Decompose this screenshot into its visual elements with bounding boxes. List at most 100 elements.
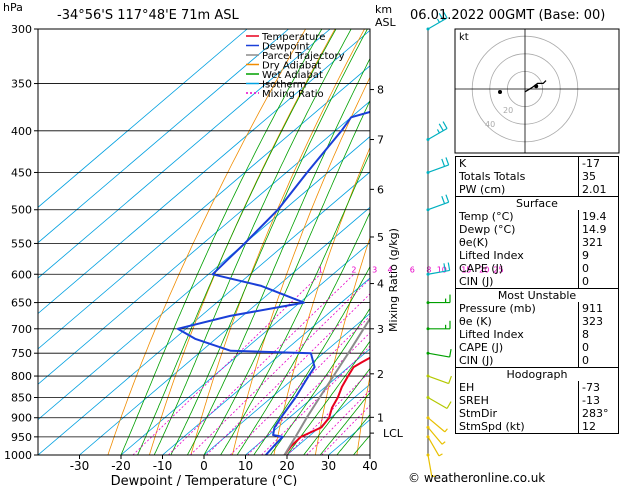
indices-label: Dewp (°C)	[455, 223, 579, 236]
wind-barb-staff	[427, 352, 450, 358]
indices-label: K	[455, 156, 579, 170]
hodograph-ring-label: 20	[503, 106, 513, 115]
wind-barb	[426, 374, 452, 385]
wind-barb-root	[426, 272, 430, 276]
indices-row: Lifted Index 9	[455, 249, 619, 262]
storm-motion-marker	[534, 84, 539, 89]
mixing-ratio-label: 10	[437, 265, 447, 274]
wind-barb-staff	[427, 436, 440, 457]
temperature-tick-label: -10	[153, 459, 173, 473]
isotherm-line	[203, 312, 370, 455]
indices-label: StmDir	[455, 407, 579, 420]
wind-barb-flag	[449, 349, 452, 358]
indices-section-title: Hodograph	[455, 367, 619, 381]
wind-barb-flag	[447, 262, 451, 271]
indices-value: 9	[578, 249, 619, 262]
wind-barb	[426, 416, 448, 433]
indices-section-header: Hodograph	[455, 367, 619, 381]
legend-label: Mixing Ratio	[262, 89, 324, 100]
indices-value: 0	[578, 354, 619, 368]
wind-barb	[426, 10, 448, 31]
indices-value: 35	[578, 170, 619, 183]
wind-barb	[426, 194, 450, 212]
pressure-tick-label: 900	[11, 412, 32, 425]
wind-barb-flag	[436, 18, 440, 23]
indices-label: PW (cm)	[455, 183, 579, 197]
temperature-tick-label: 40	[362, 459, 377, 473]
wind-barb-flag	[436, 129, 440, 134]
datetime-title: 06.01.2022 00GMT (Base: 00)	[410, 8, 606, 23]
km-tick-label: 8	[377, 84, 384, 97]
asl-unit-label: ASL	[375, 16, 396, 29]
mixing-ratio-label: 3	[372, 265, 377, 274]
mixing-ratio-label: 6	[410, 265, 415, 274]
wind-barb-flag	[446, 401, 452, 409]
wind-barb-staff	[427, 17, 448, 30]
hpa-unit-label: hPa	[3, 1, 23, 14]
indices-value: 12	[578, 420, 619, 434]
isotherm-line	[38, 29, 248, 208]
wind-barb-flag	[441, 441, 446, 445]
wind-barb-root	[426, 435, 430, 439]
pressure-tick-label: 1000	[4, 449, 32, 462]
pressure-tick-label: 950	[11, 431, 32, 444]
indices-value: 0	[578, 262, 619, 275]
indices-row: SREH -13	[455, 394, 619, 407]
km-tick-label: 1	[377, 411, 384, 424]
wet-adiabat-line	[286, 340, 370, 455]
temperature-tick-label: -20	[111, 459, 131, 473]
indices-value: -17	[578, 156, 619, 170]
pressure-tick-label: 300	[11, 23, 32, 36]
legend-label: Isotherm	[262, 80, 306, 91]
indices-value: 8	[578, 328, 619, 341]
indices-label: θe(K)	[455, 236, 579, 249]
wind-barb	[426, 425, 446, 445]
isotherm-line	[162, 277, 370, 455]
wind-barb-flag	[438, 123, 444, 132]
indices-row: CIN (J) 0	[455, 354, 619, 368]
indices-value: 19.4	[578, 210, 619, 223]
mixing-ratio-label: 8	[426, 265, 431, 274]
wind-barb	[426, 294, 451, 305]
indices-value: 323	[578, 315, 619, 328]
indices-label: SREH	[455, 394, 579, 407]
wind-barb-root	[426, 170, 430, 174]
wind-barb-flag	[443, 263, 446, 272]
isotherm-line	[38, 29, 331, 279]
indices-row: Pressure (mb) 911	[455, 302, 619, 315]
indices-value: 321	[578, 236, 619, 249]
wind-barb	[426, 435, 443, 457]
axes: 3003504004505005506006507007508008509009…	[4, 23, 404, 486]
indices-row: K -17	[455, 156, 619, 170]
temperature-tick-label: 10	[238, 459, 253, 473]
indices-value: -13	[578, 394, 619, 407]
temperature-tick-label: 0	[200, 459, 208, 473]
indices-value: 14.9	[578, 223, 619, 236]
wind-barb-staff	[427, 201, 449, 211]
wind-barb-root	[426, 138, 430, 142]
indices-row: StmSpd (kt) 12	[455, 420, 619, 434]
indices-label: θe (K)	[455, 315, 579, 328]
wind-barb-flag	[442, 121, 448, 129]
dry-adiabat-line	[356, 374, 370, 455]
hodograph: kt 40 20	[454, 28, 620, 154]
wind-barb-root	[426, 327, 430, 331]
copyright: © weatheronline.co.uk	[408, 471, 546, 485]
wind-barb-flag	[438, 12, 444, 21]
pressure-tick-label: 350	[11, 78, 32, 91]
pressure-tick-label: 650	[11, 297, 32, 310]
isotherm-line	[38, 136, 370, 421]
indices-label: Pressure (mb)	[455, 302, 579, 315]
wind-barb-staff	[427, 128, 448, 141]
indices-row: Temp (°C) 19.4	[455, 210, 619, 223]
km-tick-label: 5	[377, 231, 384, 244]
hodograph-trace	[524, 80, 547, 93]
wind-barb-staff	[427, 396, 448, 410]
km-tick-label: 3	[377, 323, 384, 336]
temperature-tick-label: -30	[70, 459, 90, 473]
hodograph-ring-label: 40	[485, 120, 495, 129]
wind-barb	[426, 349, 452, 358]
pressure-tick-label: 450	[11, 166, 32, 179]
indices-label: Totals Totals	[455, 170, 579, 183]
